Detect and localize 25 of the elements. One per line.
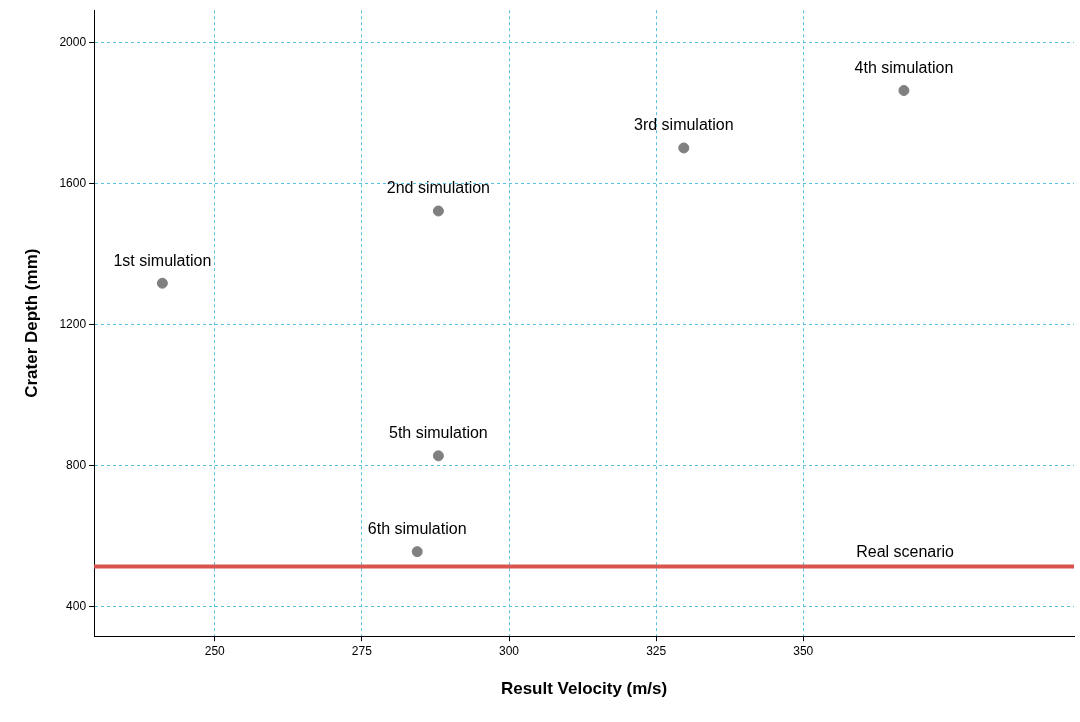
- x-tick-label: 350: [793, 643, 814, 658]
- y-tick-label: 400: [66, 598, 87, 613]
- point: [898, 85, 910, 97]
- point: [411, 546, 423, 558]
- y-tick-label: 1600: [59, 176, 87, 191]
- x-tick-label: 325: [646, 643, 667, 658]
- annotation: 1st simulation: [113, 251, 212, 269]
- x-axis-title: Result Velocity (m/s): [500, 679, 668, 699]
- point: [156, 277, 168, 289]
- ref-line-label: Real scenario: [856, 542, 955, 560]
- point: [432, 205, 444, 217]
- y-tick-label: 800: [66, 458, 87, 473]
- y-tick-label: 2000: [59, 35, 87, 50]
- point: [432, 450, 444, 462]
- annotation: 6th simulation: [367, 520, 467, 538]
- x-tick-label: 275: [351, 643, 373, 658]
- annotation: 5th simulation: [389, 424, 488, 442]
- y-axis-title: Crater Depth (mm): [21, 248, 41, 398]
- annotation: 2nd simulation: [386, 179, 490, 197]
- x-tick-label: 250: [204, 643, 226, 658]
- annotation: 3rd simulation: [634, 116, 734, 134]
- x-tick-label: 300: [498, 643, 520, 658]
- point: [678, 142, 690, 154]
- annotation: 4th simulation: [854, 58, 954, 76]
- y-tick-label: 1200: [59, 317, 87, 332]
